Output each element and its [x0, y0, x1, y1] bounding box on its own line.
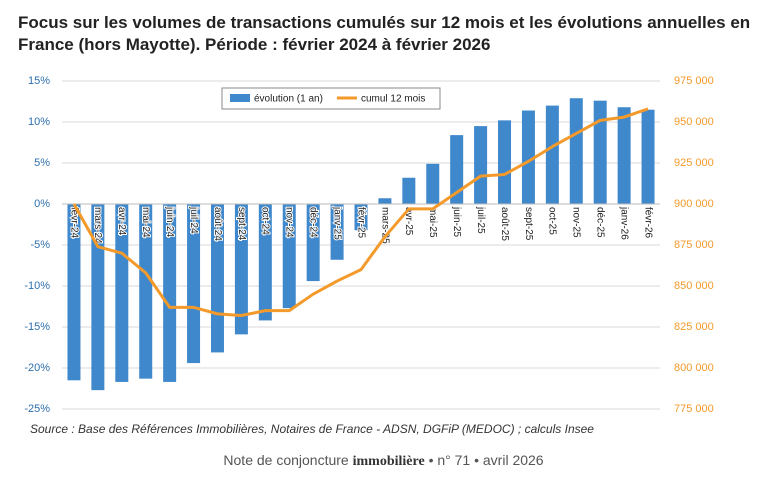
bar: [282, 204, 296, 309]
y-tick-label: 5%: [34, 157, 50, 169]
bar: [354, 204, 368, 231]
footer-suffix: • n° 71 • avril 2026: [428, 452, 544, 468]
legend-swatch: [230, 94, 250, 102]
bar: [258, 204, 272, 321]
y-tick-label: -15%: [24, 321, 50, 333]
x-tick-label: août-24: [212, 207, 223, 241]
y2-tick-label: 850 000: [674, 280, 714, 292]
x-tick-label: oct-24: [260, 207, 271, 235]
source: Source : Base des Références Immobilière…: [30, 422, 594, 436]
y-tick-label: 10%: [28, 116, 50, 128]
bar: [139, 204, 153, 379]
legend-label: cumul 12 mois: [361, 94, 425, 105]
y2-tick-label: 775 000: [674, 403, 714, 415]
legend-label: évolution (1 an): [254, 94, 323, 105]
y-tick-label: 15%: [28, 75, 50, 87]
bar: [617, 107, 631, 204]
footer-prefix: Note de conjoncture: [223, 452, 349, 468]
bar: [378, 198, 392, 204]
x-tick-label: mai-24: [140, 207, 151, 238]
y2-tick-label: 900 000: [674, 198, 714, 210]
x-tick-label: févr-25: [355, 207, 366, 239]
bar: [474, 126, 488, 204]
x-tick-label: juil-25: [475, 206, 486, 234]
x-tick-label: sept-24: [236, 207, 247, 241]
y2-tick-label: 800 000: [674, 362, 714, 374]
x-tick-label: déc-24: [308, 207, 319, 238]
x-tick-label: juil-24: [188, 206, 199, 234]
y2-tick-label: 875 000: [674, 239, 714, 251]
y-tick-label: -10%: [24, 280, 50, 292]
x-tick-label: févr-26: [642, 207, 653, 239]
x-tick-label: nov-24: [284, 207, 295, 238]
y-tick-label: -25%: [24, 403, 50, 415]
y2-tick-label: 825 000: [674, 321, 714, 333]
x-tick-label: févr-24: [68, 207, 79, 239]
line: [72, 107, 649, 318]
bar: [426, 163, 440, 204]
bar: [593, 100, 607, 204]
bar: [306, 204, 320, 282]
bar: [450, 135, 464, 204]
y-tick-label: -5%: [30, 239, 50, 251]
x-tick-label: avr-24: [116, 207, 127, 236]
x-tick-label: mars-24: [92, 207, 103, 244]
bar: [187, 204, 201, 364]
x-tick-label: janv-25: [331, 206, 342, 240]
x-tick-label: déc-25: [595, 207, 606, 238]
title: Focus sur les volumes de transactions cu…: [18, 13, 751, 54]
legend-box: [221, 87, 441, 110]
y2-tick-label: 925 000: [674, 157, 714, 169]
y-tick-label: 0%: [34, 198, 50, 210]
bar: [641, 109, 655, 204]
bar: [330, 204, 344, 260]
bar: [163, 204, 177, 382]
x-tick-label: nov-25: [571, 207, 582, 238]
bar: [91, 204, 105, 391]
y-tick-label: -20%: [24, 362, 50, 374]
y2-tick-label: 950 000: [674, 116, 714, 128]
y2-tick-label: 975 000: [674, 75, 714, 87]
bar: [569, 98, 583, 204]
bar: [234, 204, 248, 335]
x-tick-label: oct-25: [547, 207, 558, 235]
x-tick-label: août-25: [499, 207, 510, 241]
bar: [498, 120, 512, 204]
bar: [545, 105, 559, 204]
bar: [67, 204, 81, 381]
x-tick-label: juin-25: [451, 206, 462, 237]
bar: [115, 204, 129, 382]
x-tick-label: janv-26: [618, 206, 629, 240]
bar: [521, 110, 535, 204]
footer-brand: immobilière: [352, 454, 425, 469]
x-tick-label: mai-25: [427, 207, 438, 238]
x-tick-label: sept-25: [523, 207, 534, 241]
footer: Note de conjoncture immobilière • n° 71 …: [0, 452, 767, 470]
bar: [402, 177, 416, 204]
x-tick-label: juin-24: [164, 206, 175, 237]
